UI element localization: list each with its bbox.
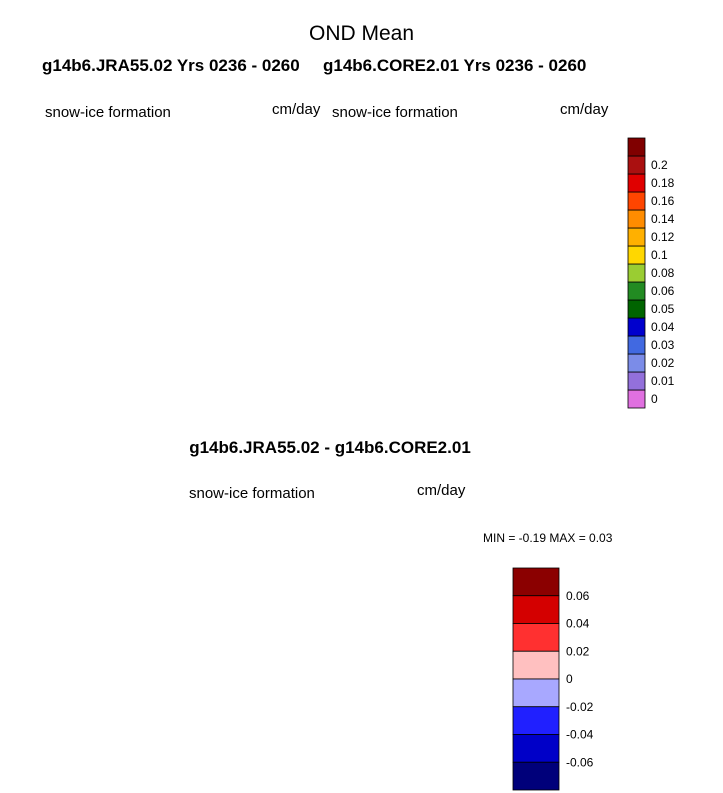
page-title: OND Mean: [308, 22, 415, 45]
panel2-variable-label: snow-ice formation: [332, 104, 458, 121]
colorbar-top-box-14: [627, 137, 646, 157]
colorbar-diff-box-1: [512, 595, 560, 624]
colorbar-top-box-0: [627, 389, 646, 409]
map-panel-jra55: [45, 133, 322, 410]
colorbar-diff-box-0: [512, 567, 560, 597]
colorbar-top-box-8: [627, 245, 646, 265]
colorbar-top-label-8: 0.1: [651, 248, 668, 262]
panel1-variable-label: snow-ice formation: [45, 104, 171, 121]
subtitle-right: g14b6.CORE2.01 Yrs 0236 - 0260: [323, 56, 587, 75]
colorbar-diff-box-6: [512, 734, 560, 763]
subtitle-left: g14b6.JRA55.02 Yrs 0236 - 0260: [42, 56, 300, 75]
colorbar-top-box-13: [627, 155, 646, 175]
colorbar-top-label-10: 0.14: [651, 212, 675, 226]
map-panel-difference: [194, 518, 470, 793]
difference-title: g14b6.JRA55.02 - g14b6.CORE2.01: [189, 438, 471, 457]
colorbar-top-label-13: 0.2: [651, 158, 668, 172]
colorbar-diff-label-1: 0.04: [566, 617, 590, 631]
colorbar-top-label-11: 0.16: [651, 194, 675, 208]
colorbar-top-label-6: 0.06: [651, 284, 675, 298]
panel1-units-label: cm/day: [272, 101, 321, 118]
panel3-units-label: cm/day: [417, 482, 466, 499]
colorbar-top-box-5: [627, 299, 646, 319]
colorbar-top-label-4: 0.04: [651, 320, 675, 334]
colorbar-top-label-5: 0.05: [651, 302, 675, 316]
map-panel-core2: [332, 133, 608, 409]
colorbar-top-label-3: 0.03: [651, 338, 675, 352]
colorbar-top-label-7: 0.08: [651, 266, 675, 280]
colorbar-diff-label-0: 0.06: [566, 589, 590, 603]
colorbar-top-box-2: [627, 353, 646, 373]
panel2-units-label: cm/day: [560, 101, 609, 118]
colorbar-diff-box-2: [512, 623, 560, 652]
colorbar-diff-box-4: [512, 678, 560, 708]
colorbar-top-box-7: [627, 263, 646, 283]
colorbar-top-box-4: [627, 317, 646, 337]
colorbar-diff-box-5: [512, 706, 560, 735]
colorbar-diff-label-2: 0.02: [566, 644, 590, 658]
colorbar-top-label-2: 0.02: [651, 356, 675, 370]
colorbar-top-label-12: 0.18: [651, 176, 675, 190]
colorbar-diff-box-7: [512, 761, 560, 791]
colorbar-top-box-12: [627, 173, 646, 193]
colorbar-top-box-1: [627, 371, 646, 391]
colorbar-top: 0 0.01 0.02 0.03 0.04 0.05 0.06 0.08 0.1 0.12 0.14…: [627, 137, 675, 409]
colorbar-top-label-1: 0.01: [651, 374, 675, 388]
colorbar-top-label-0: 0: [651, 392, 658, 406]
colorbar-top-box-10: [627, 209, 646, 229]
colorbar-top-box-11: [627, 191, 646, 211]
colorbar-top-box-6: [627, 281, 646, 301]
colorbar-diff-label-3: 0: [566, 672, 573, 686]
diff-min-max-stats: MIN = -0.19 MAX = 0.03: [483, 531, 613, 545]
colorbar-diff-label-4: -0.02: [566, 700, 594, 714]
panel3-variable-label: snow-ice formation: [189, 485, 315, 502]
colorbar-top-box-3: [627, 335, 646, 355]
colorbar-diff-label-6: -0.06: [566, 755, 594, 769]
colorbar-top-box-9: [627, 227, 646, 247]
colorbar-top-label-9: 0.12: [651, 230, 675, 244]
colorbar-diff-box-3: [512, 650, 560, 680]
colorbar-diff-label-5: -0.04: [566, 728, 594, 742]
colorbar-difference: 0.06 0.04 0.02 0 -0.02 -0.04 -0.06: [512, 567, 594, 791]
